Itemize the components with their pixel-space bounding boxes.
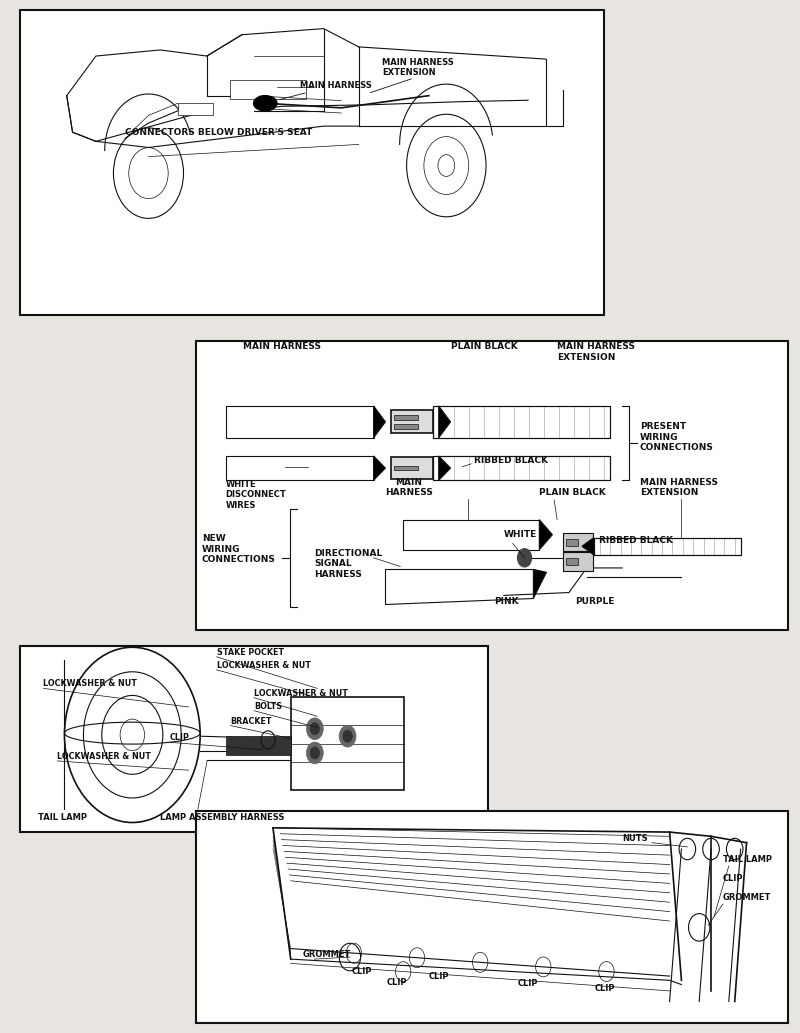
Bar xyxy=(566,539,578,546)
Text: PINK: PINK xyxy=(494,597,518,606)
Text: RIBBED BLACK: RIBBED BLACK xyxy=(598,536,673,545)
Text: MAIN HARNESS
EXTENSION: MAIN HARNESS EXTENSION xyxy=(557,342,635,362)
Text: LOCKWASHER & NUT: LOCKWASHER & NUT xyxy=(58,752,151,761)
Text: CLIP: CLIP xyxy=(429,972,449,981)
Polygon shape xyxy=(438,406,450,438)
Bar xyxy=(433,406,610,438)
Bar xyxy=(391,458,433,479)
Polygon shape xyxy=(438,456,450,480)
Text: WHITE
DISCONNECT
WIRES: WHITE DISCONNECT WIRES xyxy=(226,479,286,509)
Bar xyxy=(403,520,539,550)
Bar xyxy=(178,103,213,116)
Bar xyxy=(196,341,788,630)
Bar xyxy=(566,558,578,565)
Bar xyxy=(433,456,610,480)
Bar xyxy=(20,646,488,832)
Text: CLIP: CLIP xyxy=(351,967,372,976)
Text: PRESENT
WIRING
CONNECTIONS: PRESENT WIRING CONNECTIONS xyxy=(640,422,714,452)
Text: WHITE: WHITE xyxy=(504,530,537,539)
Text: LOCKWASHER & NUT: LOCKWASHER & NUT xyxy=(43,680,138,688)
Polygon shape xyxy=(582,537,594,555)
Bar xyxy=(230,81,306,99)
Bar xyxy=(20,10,604,315)
Polygon shape xyxy=(534,569,546,598)
Text: CLIP: CLIP xyxy=(170,733,190,743)
Text: GROMMET: GROMMET xyxy=(723,893,771,902)
Text: NEW
WIRING
CONNECTIONS: NEW WIRING CONNECTIONS xyxy=(202,534,276,564)
Text: CONNECTORS BELOW DRIVER'S SEAT: CONNECTORS BELOW DRIVER'S SEAT xyxy=(125,128,312,136)
Bar xyxy=(394,415,418,419)
Circle shape xyxy=(310,747,319,759)
Text: CLIP: CLIP xyxy=(518,979,538,988)
Bar xyxy=(594,537,741,555)
Bar xyxy=(391,410,433,434)
Bar xyxy=(226,406,374,438)
Text: STAKE POCKET: STAKE POCKET xyxy=(217,648,283,657)
Polygon shape xyxy=(374,406,386,438)
Polygon shape xyxy=(374,456,386,480)
Text: PURPLE: PURPLE xyxy=(575,597,614,606)
Text: MAIN HARNESS
EXTENSION: MAIN HARNESS EXTENSION xyxy=(640,477,718,497)
Circle shape xyxy=(306,718,323,740)
Text: PLAIN BLACK: PLAIN BLACK xyxy=(450,342,518,351)
Text: MAIN
HARNESS: MAIN HARNESS xyxy=(385,477,433,497)
Ellipse shape xyxy=(254,96,277,111)
Text: LAMP ASSEMBLY HARNESS: LAMP ASSEMBLY HARNESS xyxy=(160,813,285,822)
Text: TAIL LAMP: TAIL LAMP xyxy=(723,855,772,864)
Text: CLIP: CLIP xyxy=(594,984,614,994)
Polygon shape xyxy=(539,520,552,550)
Text: DIRECTIONAL
SIGNAL
HARNESS: DIRECTIONAL SIGNAL HARNESS xyxy=(314,549,382,578)
Text: LOCKWASHER & NUT: LOCKWASHER & NUT xyxy=(217,661,310,669)
Bar xyxy=(291,697,404,790)
Circle shape xyxy=(310,723,319,734)
Text: RIBBED BLACK: RIBBED BLACK xyxy=(474,457,548,466)
Bar xyxy=(394,424,418,429)
Bar xyxy=(394,466,418,470)
Text: BOLTS: BOLTS xyxy=(254,701,282,711)
Circle shape xyxy=(343,730,352,743)
Polygon shape xyxy=(386,569,534,604)
Text: PLAIN BLACK: PLAIN BLACK xyxy=(539,488,606,497)
Circle shape xyxy=(518,549,532,567)
Text: GROMMET: GROMMET xyxy=(302,950,351,959)
Circle shape xyxy=(339,725,356,747)
Bar xyxy=(433,456,610,480)
Bar xyxy=(196,811,788,1023)
Bar xyxy=(226,456,374,480)
Text: LOCKWASHER & NUT: LOCKWASHER & NUT xyxy=(254,689,348,697)
Text: MAIN HARNESS
EXTENSION: MAIN HARNESS EXTENSION xyxy=(382,58,454,77)
Bar xyxy=(563,552,593,571)
Text: MAIN HARNESS: MAIN HARNESS xyxy=(243,342,322,351)
Bar xyxy=(594,537,741,555)
Text: NUTS: NUTS xyxy=(622,834,648,843)
Bar xyxy=(563,533,593,551)
Bar xyxy=(226,737,291,755)
Circle shape xyxy=(306,742,323,763)
Text: CLIP: CLIP xyxy=(387,978,407,988)
Text: CLIP: CLIP xyxy=(723,874,743,883)
Text: MAIN HARNESS: MAIN HARNESS xyxy=(280,81,372,99)
Text: TAIL LAMP: TAIL LAMP xyxy=(38,813,86,822)
Bar xyxy=(433,406,610,438)
Text: BRACKET: BRACKET xyxy=(230,717,272,725)
